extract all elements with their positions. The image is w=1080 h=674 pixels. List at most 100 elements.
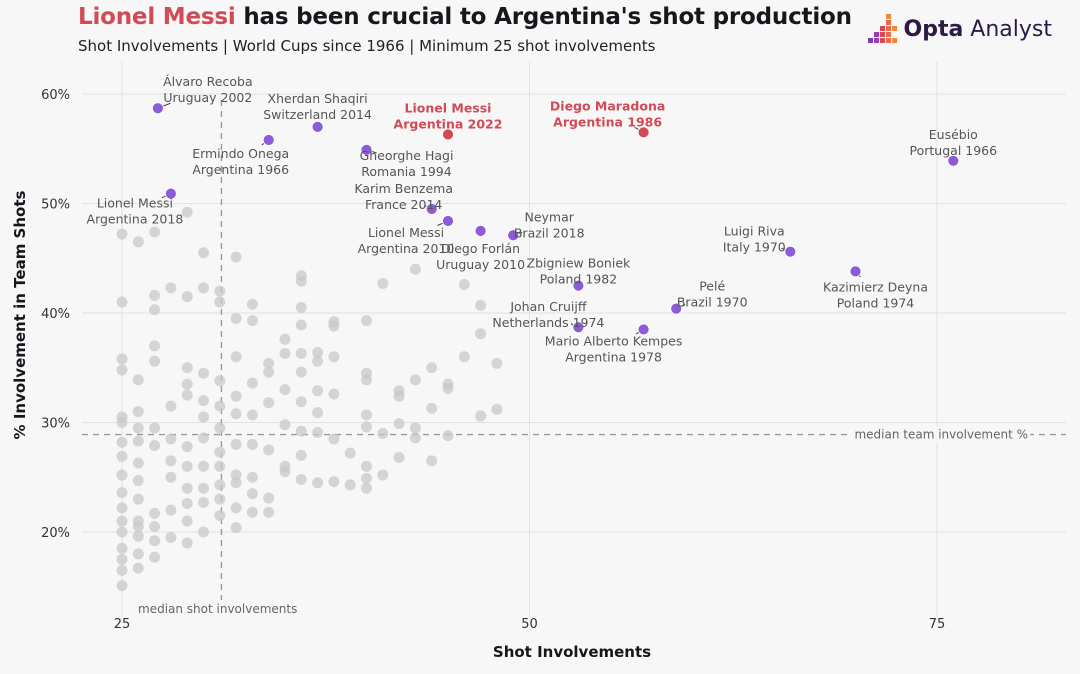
background-player-point (132, 521, 144, 533)
background-player-point (442, 430, 454, 442)
background-player-point (132, 530, 144, 542)
background-player-point (246, 377, 258, 389)
background-player-point (263, 357, 275, 369)
background-player-point (426, 362, 438, 374)
chart-subtitle: Shot Involvements | World Cups since 196… (78, 37, 656, 55)
background-player-point (214, 446, 226, 458)
background-player-point (475, 299, 487, 311)
background-player-point (312, 426, 324, 438)
background-player-point (279, 333, 291, 345)
labelled-player-point (637, 323, 650, 336)
labelled-player-point (947, 154, 960, 167)
background-player-point (426, 402, 438, 414)
background-player-point (328, 388, 340, 400)
title-highlight: Lionel Messi (78, 4, 236, 30)
background-player-point (475, 410, 487, 422)
background-player-point (230, 438, 242, 450)
background-player-point (181, 362, 193, 374)
background-player-point (458, 351, 470, 363)
background-player-point (393, 390, 405, 402)
opta-logo-mark-icon (867, 14, 897, 43)
title-rest: has been crucial to Argentina's shot pro… (235, 4, 852, 30)
background-player-point (116, 502, 128, 514)
background-points (116, 206, 503, 592)
background-player-point (361, 374, 372, 386)
background-player-point (132, 548, 144, 560)
labelled-player-point (849, 265, 862, 278)
highlighted-player-point (637, 126, 650, 139)
player-name-label: Kazimierz Deyna (823, 279, 928, 294)
player-team-label: Brazil 2018 (514, 225, 585, 240)
y-axis-label: % Involvement in Team Shots (11, 190, 29, 439)
background-player-point (181, 441, 193, 453)
background-player-point (295, 366, 307, 378)
background-player-point (214, 460, 226, 472)
labelled-player-point (151, 102, 164, 115)
background-player-point (149, 304, 161, 316)
background-player-point (165, 455, 177, 467)
background-player-point (149, 226, 161, 238)
player-name-label: Lionel Messi (405, 101, 492, 116)
player-team-label: Argentina 1986 (553, 114, 662, 129)
background-player-point (328, 320, 340, 332)
player-team-label: Netherlands 1974 (492, 315, 604, 330)
background-player-point (246, 438, 258, 450)
background-player-point (246, 409, 258, 421)
background-player-point (149, 551, 161, 563)
background-player-point (165, 471, 177, 483)
background-player-point (116, 228, 128, 240)
player-name-label: Xherdan Shaqiri (268, 91, 368, 106)
background-player-point (116, 564, 128, 576)
labelled-player-point (670, 302, 683, 315)
background-player-point (116, 469, 128, 481)
background-player-point (279, 384, 291, 396)
opta-analyst-logo: Opta Analyst (867, 14, 1053, 44)
highlighted-player-point (442, 128, 454, 141)
background-player-point (181, 460, 193, 472)
background-player-point (198, 247, 209, 259)
background-player-point (116, 526, 128, 538)
background-player-point (295, 302, 307, 314)
background-player-point (198, 411, 209, 423)
labelled-player-point (784, 245, 797, 258)
background-player-point (279, 419, 291, 431)
background-player-point (116, 436, 128, 448)
background-player-point (409, 263, 421, 275)
axis-ticks: 20% 30% 40% 50% 60% 25 50 75 (41, 88, 945, 632)
brand-name: Opta Analyst (904, 17, 1053, 42)
background-player-point (230, 251, 242, 263)
background-player-point (214, 375, 226, 387)
median-team-involvement-label: median team involvement % (854, 428, 1028, 442)
background-player-point (132, 562, 144, 574)
background-player-point (246, 471, 258, 483)
background-player-point (230, 522, 242, 534)
background-player-point (116, 542, 128, 554)
background-player-point (377, 469, 389, 481)
background-player-point (132, 406, 144, 418)
background-player-point (246, 298, 258, 310)
background-player-point (198, 367, 209, 379)
labelled-player-point (425, 203, 438, 215)
y-tick-label: 60% (41, 88, 70, 103)
background-player-point (393, 452, 405, 464)
background-player-point (263, 366, 275, 378)
background-player-point (214, 510, 226, 522)
background-player-point (198, 460, 209, 472)
background-player-point (491, 357, 503, 369)
background-player-point (295, 473, 307, 485)
background-player-point (230, 408, 242, 420)
background-player-point (361, 472, 372, 484)
background-player-point (409, 374, 421, 386)
background-player-point (295, 425, 307, 437)
background-player-point (198, 496, 209, 508)
player-name-label: Lionel Messi (368, 225, 444, 240)
background-player-point (263, 492, 275, 504)
background-player-point (198, 432, 209, 444)
labelled-player-point (474, 224, 487, 237)
background-player-point (361, 315, 372, 327)
background-player-point (132, 374, 144, 386)
player-team-label: Poland 1982 (540, 272, 618, 287)
labelled-player-point (311, 120, 324, 133)
background-player-point (263, 397, 275, 409)
